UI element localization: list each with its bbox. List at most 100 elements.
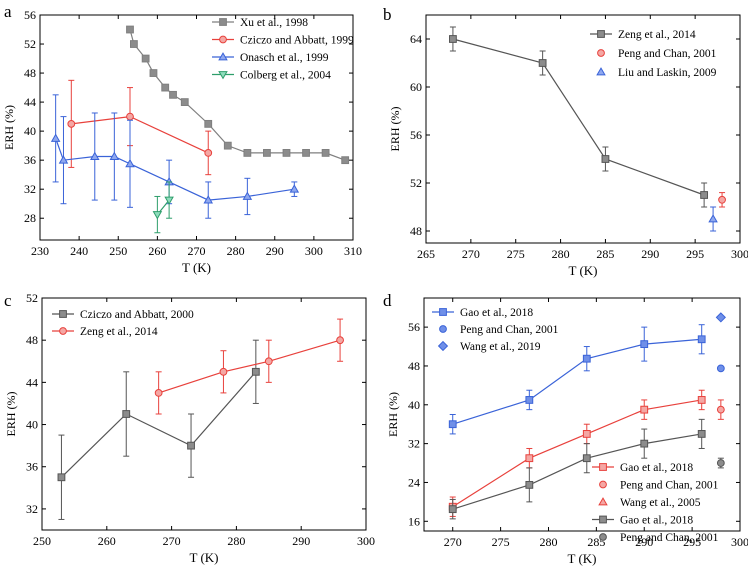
- data-point: [264, 357, 273, 366]
- legend-label: Cziczo and Abbatt, 1999: [240, 35, 354, 47]
- panel-letter-b: b: [383, 5, 392, 24]
- series-7: [448, 418, 706, 520]
- legend-item: Peng and Chan, 2001: [597, 48, 717, 60]
- panel-c: c 250 260 270 280 290 300 32 36 40 44 48 52 T (K) ERH …: [4, 291, 375, 565]
- legend: Cziczo and Abbatt, 2000 Zeng et al., 2014: [52, 309, 194, 338]
- data-point: [203, 195, 214, 204]
- panel-a: a 230 240 250 260 270 280 290 300 310 28 32 36 40 44 48…: [2, 2, 362, 275]
- data-point: [336, 336, 344, 345]
- legend-item: Peng and Chan, 2001: [599, 480, 719, 492]
- x-tick-label: 295: [683, 535, 701, 549]
- legend-marker: [439, 308, 447, 316]
- y-tick-label: 44: [24, 95, 36, 109]
- y-tick-label: 52: [24, 37, 36, 51]
- x-tick-label: 290: [635, 535, 653, 549]
- data-point: [718, 195, 726, 204]
- data-point: [58, 155, 69, 164]
- legend-marker: [599, 515, 607, 524]
- data-point: [164, 196, 174, 205]
- y-tick-label: 16: [408, 514, 420, 528]
- legend: Zeng et al., 2014 Peng and Chan, 2001 Liu …: [590, 29, 717, 79]
- x-axis-label: T (K): [567, 551, 596, 566]
- panel-letter-d: d: [383, 291, 392, 310]
- legend-marker: [599, 463, 607, 471]
- data-point: [716, 405, 725, 414]
- data-point: [538, 59, 547, 67]
- series-line: [71, 115, 209, 154]
- data-point: [204, 149, 213, 157]
- x-tick-label: 270: [462, 247, 480, 261]
- y-axis-label: ERH (%): [386, 392, 400, 437]
- y-tick-label: 32: [24, 182, 36, 196]
- legend-item: Gao et al., 2018: [432, 307, 533, 319]
- legend-label: Wang et al., 2005: [620, 497, 701, 509]
- x-tick-label: 270: [188, 244, 206, 258]
- data-point: [130, 40, 138, 48]
- data-point: [640, 405, 649, 414]
- y-tick-label: 56: [24, 8, 36, 22]
- plot-frame: [39, 14, 354, 241]
- data-point: [219, 367, 228, 376]
- series-3: [50, 94, 300, 219]
- legend-marker: [599, 533, 607, 541]
- legend-label: Peng and Chan, 2001: [620, 480, 719, 492]
- x-tick-label: 290: [266, 244, 284, 258]
- x-tick-label: 260: [98, 534, 116, 548]
- data-point: [204, 119, 213, 128]
- legend-item: Cziczo and Abbatt, 1999: [212, 35, 354, 47]
- legend-marker: [597, 49, 605, 57]
- data-point: [187, 441, 195, 450]
- series-1: [57, 339, 260, 520]
- legend-label: Zeng et al., 2014: [80, 326, 158, 338]
- x-tick-label: 280: [227, 244, 245, 258]
- legend-item: Gao et al., 2018: [592, 462, 693, 474]
- legend-marker: [59, 310, 67, 318]
- data-point: [341, 156, 350, 165]
- data-point: [169, 90, 177, 99]
- series-line: [452, 38, 705, 196]
- data-point: [697, 335, 706, 344]
- series-1: [126, 25, 350, 165]
- legend-label: Xu et al., 1998: [240, 17, 308, 29]
- data-point: [243, 149, 252, 157]
- legend-marker: [218, 71, 228, 80]
- y-tick-label: 48: [26, 333, 38, 347]
- legend-item: Wang et al., 2005: [598, 497, 701, 509]
- x-tick-label: 250: [33, 534, 51, 548]
- series-1: [448, 324, 706, 435]
- y-tick-label: 44: [26, 375, 38, 389]
- data-point: [716, 459, 725, 467]
- data-point: [152, 211, 163, 220]
- y-tick-label: 40: [26, 418, 38, 432]
- plot-frame: [425, 14, 741, 244]
- legend-marker: [218, 52, 228, 61]
- legend-item: Onasch et al., 1999: [212, 52, 329, 64]
- data-point: [126, 112, 134, 121]
- y-tick-label: 36: [24, 153, 36, 167]
- series-3: [708, 206, 718, 232]
- legend-item: Peng and Chan, 2001: [599, 532, 719, 544]
- legend-marker: [598, 497, 608, 506]
- x-tick-label: 265: [417, 247, 435, 261]
- data-point: [289, 184, 300, 193]
- y-tick-label: 52: [410, 176, 422, 190]
- legend: Gao et al., 2018 Peng and Chan, 2001 Wang …: [592, 462, 719, 544]
- legend-label: Gao et al., 2018: [460, 307, 533, 319]
- data-point: [448, 420, 457, 429]
- data-point: [716, 364, 725, 373]
- y-tick-label: 64: [410, 32, 422, 46]
- data-point: [708, 214, 718, 223]
- legend-label: Onasch et al., 1999: [240, 52, 329, 64]
- y-tick-label: 52: [26, 291, 38, 305]
- data-point: [582, 354, 591, 363]
- data-point: [242, 191, 253, 200]
- x-tick-label: 260: [148, 244, 166, 258]
- series-2: [154, 318, 344, 415]
- x-tick-label: 270: [444, 535, 462, 549]
- y-tick-label: 28: [24, 211, 36, 225]
- data-point: [449, 35, 457, 43]
- data-point: [525, 396, 534, 404]
- legend-item: Peng and Chan, 2001: [439, 324, 559, 336]
